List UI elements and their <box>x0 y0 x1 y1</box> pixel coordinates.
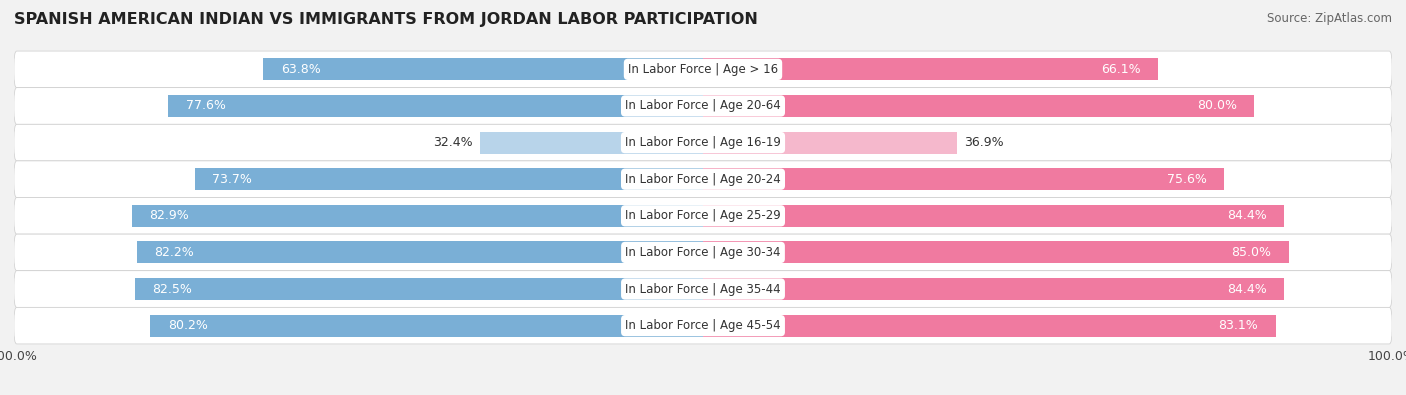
FancyBboxPatch shape <box>14 88 1392 124</box>
Text: 84.4%: 84.4% <box>1227 282 1267 295</box>
FancyBboxPatch shape <box>14 307 1392 344</box>
Bar <box>136 241 703 263</box>
Bar <box>150 315 703 337</box>
Text: 73.7%: 73.7% <box>212 173 252 186</box>
Bar <box>703 168 1223 190</box>
Bar <box>479 132 703 154</box>
Text: In Labor Force | Age 25-29: In Labor Force | Age 25-29 <box>626 209 780 222</box>
Text: 63.8%: 63.8% <box>281 63 321 76</box>
Text: 82.5%: 82.5% <box>152 282 191 295</box>
Bar <box>703 132 957 154</box>
Text: 84.4%: 84.4% <box>1227 209 1267 222</box>
Text: 80.0%: 80.0% <box>1197 100 1237 113</box>
FancyBboxPatch shape <box>14 51 1392 88</box>
Bar <box>169 95 703 117</box>
Text: SPANISH AMERICAN INDIAN VS IMMIGRANTS FROM JORDAN LABOR PARTICIPATION: SPANISH AMERICAN INDIAN VS IMMIGRANTS FR… <box>14 12 758 27</box>
Text: 80.2%: 80.2% <box>167 319 208 332</box>
Text: Source: ZipAtlas.com: Source: ZipAtlas.com <box>1267 12 1392 25</box>
Text: In Labor Force | Age 20-24: In Labor Force | Age 20-24 <box>626 173 780 186</box>
Bar <box>703 278 1285 300</box>
Text: 77.6%: 77.6% <box>186 100 225 113</box>
Bar <box>703 58 1159 80</box>
Text: 82.9%: 82.9% <box>149 209 188 222</box>
Bar <box>195 168 703 190</box>
Text: 83.1%: 83.1% <box>1219 319 1258 332</box>
Bar <box>703 241 1289 263</box>
Text: In Labor Force | Age 16-19: In Labor Force | Age 16-19 <box>626 136 780 149</box>
Text: In Labor Force | Age 20-64: In Labor Force | Age 20-64 <box>626 100 780 113</box>
Text: 75.6%: 75.6% <box>1167 173 1206 186</box>
FancyBboxPatch shape <box>14 198 1392 234</box>
Text: 32.4%: 32.4% <box>433 136 472 149</box>
Bar <box>263 58 703 80</box>
Bar <box>703 205 1285 227</box>
Bar <box>132 205 703 227</box>
Bar <box>703 95 1254 117</box>
Text: 85.0%: 85.0% <box>1232 246 1271 259</box>
Text: 36.9%: 36.9% <box>965 136 1004 149</box>
Bar <box>135 278 703 300</box>
FancyBboxPatch shape <box>14 161 1392 198</box>
Text: 82.2%: 82.2% <box>153 246 194 259</box>
FancyBboxPatch shape <box>14 124 1392 161</box>
FancyBboxPatch shape <box>14 234 1392 271</box>
Text: In Labor Force | Age 45-54: In Labor Force | Age 45-54 <box>626 319 780 332</box>
Text: In Labor Force | Age 30-34: In Labor Force | Age 30-34 <box>626 246 780 259</box>
FancyBboxPatch shape <box>14 271 1392 307</box>
Text: In Labor Force | Age > 16: In Labor Force | Age > 16 <box>628 63 778 76</box>
Text: In Labor Force | Age 35-44: In Labor Force | Age 35-44 <box>626 282 780 295</box>
Text: 66.1%: 66.1% <box>1101 63 1142 76</box>
Bar <box>703 315 1275 337</box>
